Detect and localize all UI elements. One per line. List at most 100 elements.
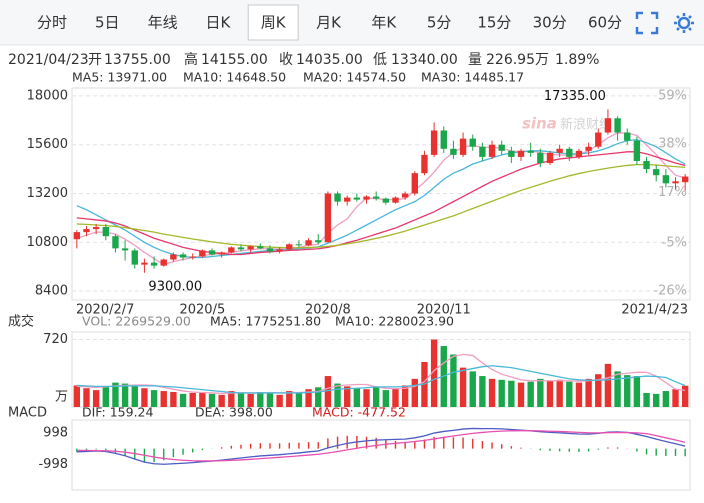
candle-body — [430, 130, 438, 155]
volume-bar — [276, 394, 283, 407]
volume-bar — [73, 385, 81, 407]
tab[interactable]: 5日 — [95, 14, 120, 32]
ma-line — [76, 151, 686, 256]
quote-item: 14035.00 — [296, 52, 363, 68]
volume-bar — [295, 392, 303, 407]
volume-bar — [382, 390, 390, 407]
candle-body — [286, 244, 293, 250]
candle-body — [566, 148, 573, 157]
y2-tick-label: 17% — [658, 185, 687, 200]
tab[interactable]: 日K — [205, 14, 231, 32]
tab[interactable]: 周K — [261, 14, 287, 32]
tab[interactable]: 60分 — [588, 14, 622, 32]
candle-body — [131, 250, 138, 265]
candle-body — [363, 196, 370, 200]
volume-bar — [257, 392, 264, 407]
candle-body — [372, 196, 380, 199]
quote-item: 收 — [279, 52, 293, 68]
quote-item: 13340.00 — [391, 52, 458, 68]
legend-entry: MA5: 1775251.80 — [210, 314, 321, 329]
volume-bar — [459, 367, 467, 407]
x-tick-label: 2020/2/7 — [76, 303, 134, 318]
volume-bar — [199, 392, 206, 407]
candle-body — [653, 169, 660, 176]
candle-body — [276, 249, 283, 252]
tab[interactable]: 年线 — [148, 14, 178, 32]
y-tick-label: -998 — [38, 457, 68, 472]
plot-frame — [71, 87, 691, 301]
volume-bar — [344, 386, 351, 407]
pane-title: 成交 — [8, 314, 34, 330]
candle-body — [575, 150, 583, 157]
watermark: sina — [522, 115, 557, 133]
fullscreen-icon[interactable] — [635, 11, 659, 35]
candle-body — [218, 252, 225, 255]
volume-bar — [372, 387, 380, 407]
tab[interactable]: 15分 — [477, 14, 511, 32]
candle-body — [170, 254, 177, 260]
settings-icon[interactable] — [674, 13, 694, 33]
pane-header: MACD: -477.52 — [312, 405, 406, 420]
y2-tick-label: 59% — [658, 88, 687, 103]
volume-bar — [624, 375, 631, 407]
ma-line — [76, 138, 686, 259]
volume-bar — [411, 378, 418, 407]
candle-body — [401, 193, 409, 198]
volume-bar — [266, 392, 274, 407]
candle-body — [73, 232, 81, 240]
legend-entry: MA10: 2280023.90 — [335, 314, 454, 329]
quote-item: 高 — [184, 51, 198, 68]
volume-bar — [585, 378, 592, 407]
candle-body — [488, 144, 496, 157]
volume-bar — [556, 379, 563, 407]
candle-body — [392, 197, 399, 203]
volume-bar — [324, 376, 332, 407]
volume-bar — [595, 374, 602, 407]
y2-tick-label: -26% — [653, 284, 687, 299]
volume-bar — [488, 378, 496, 407]
candle-body — [556, 148, 563, 153]
candle-body — [614, 118, 621, 133]
volume-bar — [150, 390, 158, 407]
candle-body — [595, 132, 602, 147]
candle-body — [624, 132, 631, 141]
volume-bar — [643, 392, 650, 407]
volume-bar — [131, 384, 138, 407]
y-tick-label: 8400 — [35, 284, 68, 299]
candle-body — [411, 173, 418, 194]
tab[interactable]: 年K — [371, 14, 397, 32]
candle-body — [189, 256, 196, 258]
candle-body — [179, 254, 187, 258]
quote-item: 开 — [88, 52, 102, 68]
volume-bar — [247, 393, 254, 407]
y2-tick-label: -5% — [662, 235, 687, 250]
candle-body — [546, 152, 554, 164]
quote-item: 2021/04/23 — [8, 52, 89, 68]
volume-bar — [170, 392, 177, 407]
tab[interactable]: 5分 — [427, 14, 452, 32]
volume-bar — [92, 390, 100, 407]
volume-bar — [614, 371, 621, 407]
min-annotation: 9300.00 — [148, 279, 202, 294]
volume-bar — [575, 382, 583, 407]
candle-body — [517, 150, 525, 157]
candle-body — [208, 250, 216, 255]
tab[interactable]: 分时 — [37, 14, 67, 32]
y2-tick-label: 38% — [658, 137, 687, 152]
candle-body — [160, 259, 167, 266]
volume-bar — [334, 383, 341, 407]
candle-body — [662, 175, 670, 184]
plot-frame — [71, 419, 691, 491]
candle-body — [353, 197, 361, 200]
tab[interactable]: 30分 — [533, 14, 567, 32]
volume-bar — [160, 391, 167, 407]
volume-bar — [102, 386, 109, 407]
candle-body — [199, 250, 206, 257]
candle-body — [266, 248, 274, 252]
tab[interactable]: 月K — [316, 14, 342, 32]
legend-entry: MA5: 13971.00 — [72, 70, 167, 85]
volume-bar — [527, 381, 534, 407]
x-tick-label: 2020/8 — [305, 303, 351, 318]
candle-body — [334, 193, 341, 202]
